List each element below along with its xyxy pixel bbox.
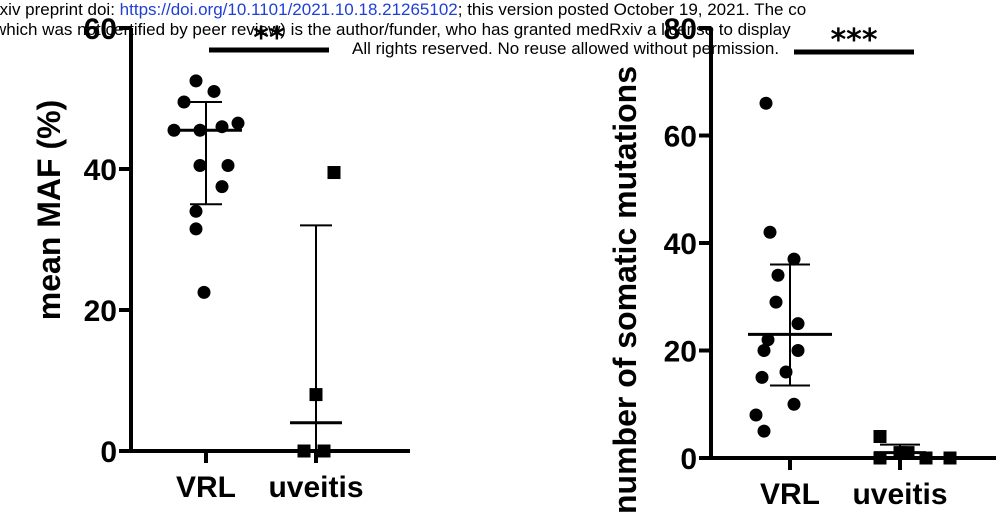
chart-b-point-VRL-5 bbox=[791, 317, 805, 331]
header-doi-link[interactable]: https://doi.org/10.1101/2021.10.18.21265… bbox=[120, 0, 458, 19]
chart-a-y-tick-label-20: 20 bbox=[84, 295, 117, 328]
chart-b-point-uveitis-5 bbox=[943, 451, 957, 465]
chart-b-point-VRL-12 bbox=[749, 408, 763, 422]
chart-a-point-VRL-7 bbox=[221, 158, 235, 172]
chart-a-point-VRL-10 bbox=[189, 204, 203, 218]
chart-b-point-VRL-11 bbox=[787, 397, 801, 411]
chart-b-y-tick-label-60: 60 bbox=[664, 121, 697, 154]
chart-a-point-VRL-6 bbox=[231, 116, 245, 130]
chart-a-point-VRL-1 bbox=[207, 84, 221, 98]
chart-b-y-tick-label-40: 40 bbox=[664, 228, 697, 261]
chart-a-point-VRL-12 bbox=[197, 285, 211, 299]
chart-a-y-axis-label: mean MAF (%) bbox=[31, 100, 67, 320]
header-suffix: ; this version posted October 19, 2021. … bbox=[458, 0, 806, 19]
preprint-header: rxiv preprint doi: https://doi.org/10.11… bbox=[0, 0, 806, 58]
chart-b-point-uveitis-0 bbox=[873, 430, 887, 443]
chart-a-y-tick-label-40: 40 bbox=[84, 154, 117, 187]
header-line-2: which was not certified by peer review) … bbox=[0, 20, 791, 39]
chart-a-point-VRL-2 bbox=[177, 95, 191, 109]
chart-b-y-tick-label-0: 0 bbox=[680, 443, 697, 476]
chart-b-significance-label: *** bbox=[830, 23, 877, 58]
chart-b-point-VRL-1 bbox=[763, 225, 777, 239]
chart-a-point-VRL-8 bbox=[193, 158, 207, 172]
chart-b-point-VRL-3 bbox=[771, 268, 785, 282]
chart-b-y-tick-label-80: 80 bbox=[664, 13, 697, 46]
chart-somatic-mutations: number of somatic mutations 0 20 40 60 80 VRL… bbox=[607, 13, 996, 514]
chart-b-point-VRL-0 bbox=[759, 96, 773, 110]
header-prefix: rxiv preprint doi: bbox=[0, 0, 115, 19]
chart-a-significance-label: ** bbox=[253, 21, 285, 56]
chart-b-point-VRL-13 bbox=[757, 424, 771, 438]
chart-b-point-VRL-6 bbox=[761, 333, 775, 347]
chart-b-point-VRL-2 bbox=[787, 252, 801, 266]
chart-a-x-tick-label-VRL: VRL bbox=[176, 471, 236, 504]
chart-a-point-VRL-9 bbox=[215, 180, 229, 194]
chart-a-y-tick-label-0: 0 bbox=[100, 436, 117, 469]
chart-a-point-uveitis-0 bbox=[327, 166, 341, 180]
chart-mean-maf: mean MAF (%) 0 20 40 60 VRL uveitis ** bbox=[31, 13, 410, 504]
chart-a-point-VRL-0 bbox=[189, 74, 203, 88]
chart-b-point-VRL-7 bbox=[791, 344, 805, 357]
chart-b-y-axis-label: number of somatic mutations bbox=[607, 66, 643, 514]
chart-b-x-tick-label-VRL: VRL bbox=[760, 478, 820, 511]
chart-b-point-VRL-8 bbox=[757, 344, 771, 357]
chart-b-point-VRL-4 bbox=[769, 295, 783, 309]
chart-a-x-tick-label-uveitis: uveitis bbox=[268, 471, 363, 504]
chart-b-point-VRL-9 bbox=[755, 370, 769, 384]
chart-b-point-uveitis-4 bbox=[919, 451, 933, 465]
chart-b-x-tick-label-uveitis: uveitis bbox=[852, 478, 947, 511]
chart-b-y-tick-label-20: 20 bbox=[664, 336, 697, 369]
chart-a-point-VRL-11 bbox=[189, 222, 203, 236]
chart-a-y-tick-label-60: 60 bbox=[84, 13, 117, 46]
header-line-3: All rights reserved. No reuse allowed wi… bbox=[352, 39, 779, 58]
header-line-1: rxiv preprint doi: https://doi.org/10.11… bbox=[0, 0, 806, 19]
